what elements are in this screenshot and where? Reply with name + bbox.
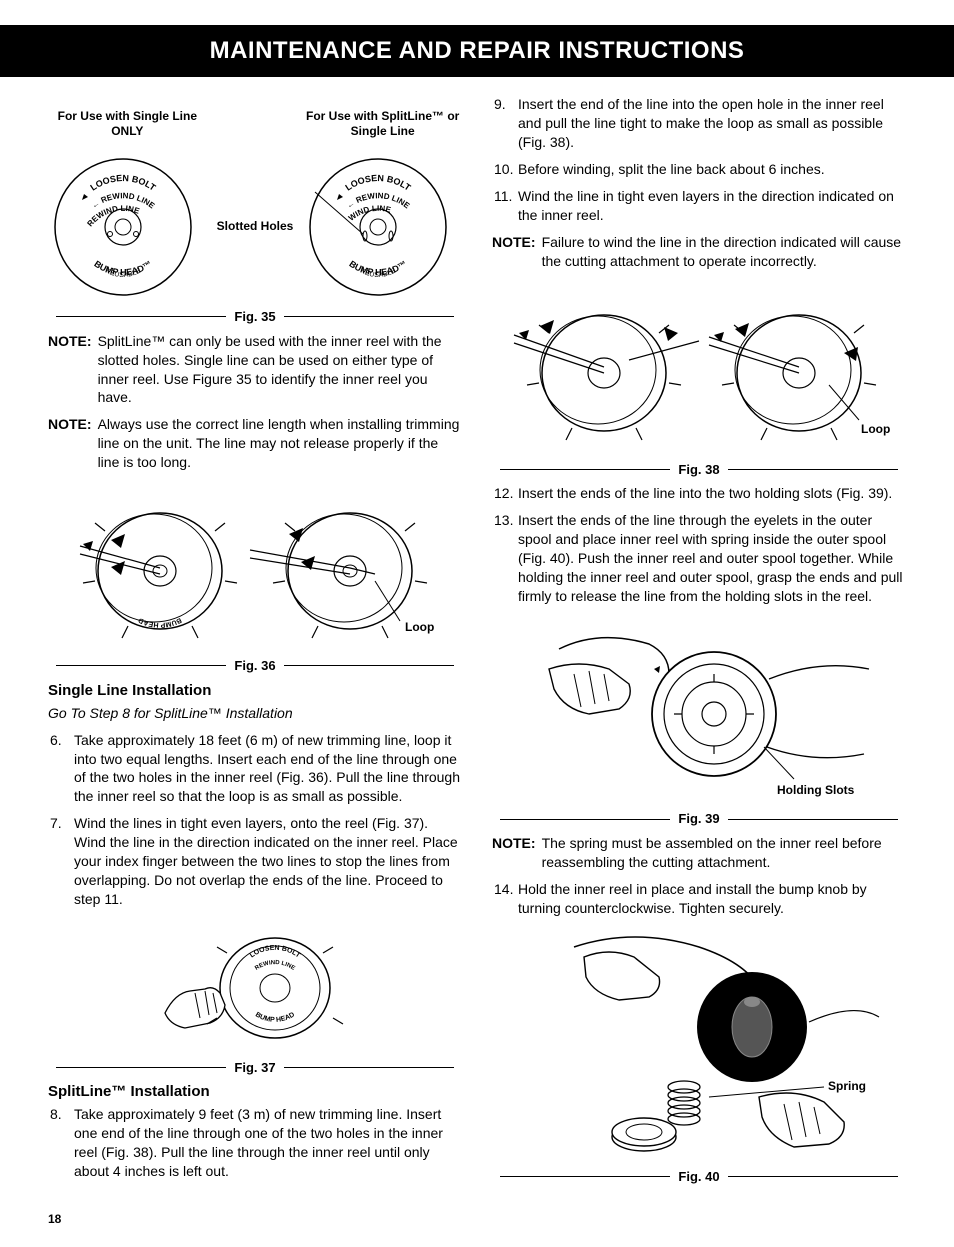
goto-step8-note: Go To Step 8 for SplitLine™ Installation (48, 704, 462, 723)
note-4-text: The spring must be assembled on the inne… (542, 834, 906, 872)
right-column: 9.Insert the end of the line into the op… (492, 95, 906, 1191)
page-title: MAINTENANCE AND REPAIR INSTRUCTIONS (0, 35, 954, 67)
note-label: NOTE: (48, 415, 98, 472)
step-8: 8.Take approximately 9 feet (3 m) of new… (48, 1105, 462, 1181)
svg-text:Loop: Loop (861, 422, 890, 436)
holding-slots-icon: Holding Slots (519, 619, 879, 804)
step-10: 10.Before winding, split the line back a… (492, 160, 906, 179)
figure-35: For Use with Single Line ONLY (48, 105, 462, 325)
step-14-list: 14.Hold the inner reel in place and inst… (492, 880, 906, 918)
reel-diagram-icon: LOOSEN BOLT ← REWIND LINE REWIND LINE BU… (48, 142, 198, 302)
splitline-threading-icon: Loop (499, 285, 899, 455)
step-13: 13.Insert the ends of the line through t… (492, 511, 906, 605)
note-label: NOTE: (492, 834, 542, 872)
note-label: NOTE: (492, 233, 542, 271)
fig35-right-label: For Use with SplitLine™ or Single Line (303, 109, 462, 138)
step-7: 7.Wind the lines in tight even layers, o… (48, 814, 462, 908)
svg-text:BUMP HEAD: BUMP HEAD (254, 1011, 296, 1024)
svg-text:LOOSEN BOLT: LOOSEN BOLT (344, 173, 414, 193)
page-number: 18 (48, 1211, 906, 1227)
steps-6-7: 6.Take approximately 18 feet (6 m) of ne… (48, 731, 462, 909)
svg-text:LOOSEN BOLT: LOOSEN BOLT (88, 173, 158, 193)
left-column: For Use with Single Line ONLY (48, 95, 462, 1191)
note-2-text: Always use the correct line length when … (98, 415, 462, 472)
fig38-caption: Fig. 38 (678, 461, 719, 479)
svg-text:Spring: Spring (828, 1079, 866, 1093)
fig37-caption: Fig. 37 (234, 1059, 275, 1077)
step-8-list: 8.Take approximately 9 feet (3 m) of new… (48, 1105, 462, 1181)
figure-40: Spring Fig. 40 (492, 928, 906, 1186)
step-11: 11.Wind the line in tight even layers in… (492, 187, 906, 225)
step-14: 14.Hold the inner reel in place and inst… (492, 880, 906, 918)
title-bar: MAINTENANCE AND REPAIR INSTRUCTIONS (0, 25, 954, 77)
two-column-layout: For Use with Single Line ONLY (48, 95, 906, 1191)
figure-39: Holding Slots Fig. 39 (492, 615, 906, 828)
fig40-caption: Fig. 40 (678, 1168, 719, 1186)
fig36-loop-label: Loop (405, 620, 434, 634)
svg-text:Holding Slots: Holding Slots (777, 783, 855, 797)
step-12: 12.Insert the ends of the line into the … (492, 484, 906, 503)
hand-winding-icon: LOOSEN BOLT REWIND LINE BUMP HEAD (145, 923, 365, 1053)
svg-text:REWIND LINE: REWIND LINE (254, 960, 296, 972)
note-1: NOTE: SplitLine™ can only be used with t… (48, 332, 462, 408)
step-6: 6.Take approximately 18 feet (6 m) of ne… (48, 731, 462, 807)
svg-text:BUMP HEAD: BUMP HEAD (138, 616, 183, 628)
reel-threading-icon: BUMP HEAD (65, 486, 445, 651)
note-1-text: SplitLine™ can only be used with the inn… (98, 332, 462, 408)
splitline-heading: SplitLine™ Installation (48, 1082, 462, 1102)
fig35-slotted-holes-label: Slotted Holes (217, 179, 294, 233)
note-4: NOTE: The spring must be assembled on th… (492, 834, 906, 872)
figure-36: BUMP HEAD (48, 482, 462, 675)
note-label: NOTE: (48, 332, 98, 408)
reel-diagram-slotted-icon: LOOSEN BOLT ← REWIND LINE WIND LINE BUMP… (303, 142, 453, 302)
steps-12-13: 12.Insert the ends of the line into the … (492, 484, 906, 605)
fig39-caption: Fig. 39 (678, 810, 719, 828)
note-2: NOTE: Always use the correct line length… (48, 415, 462, 472)
step-9: 9.Insert the end of the line into the op… (492, 95, 906, 152)
fig35-left-label: For Use with Single Line ONLY (48, 109, 207, 138)
spring-assembly-icon: Spring (514, 932, 884, 1162)
note-3: NOTE: Failure to wind the line in the di… (492, 233, 906, 271)
steps-9-11: 9.Insert the end of the line into the op… (492, 95, 906, 224)
note-3-text: Failure to wind the line in the directio… (542, 233, 906, 271)
figure-37: LOOSEN BOLT REWIND LINE BUMP HEAD Fig. 3… (48, 919, 462, 1077)
fig35-caption: Fig. 35 (234, 308, 275, 326)
svg-text:LOOSEN BOLT: LOOSEN BOLT (249, 944, 302, 959)
fig36-caption: Fig. 36 (234, 657, 275, 675)
single-line-heading: Single Line Installation (48, 681, 462, 701)
figure-38: Loop Fig. 38 (492, 281, 906, 479)
